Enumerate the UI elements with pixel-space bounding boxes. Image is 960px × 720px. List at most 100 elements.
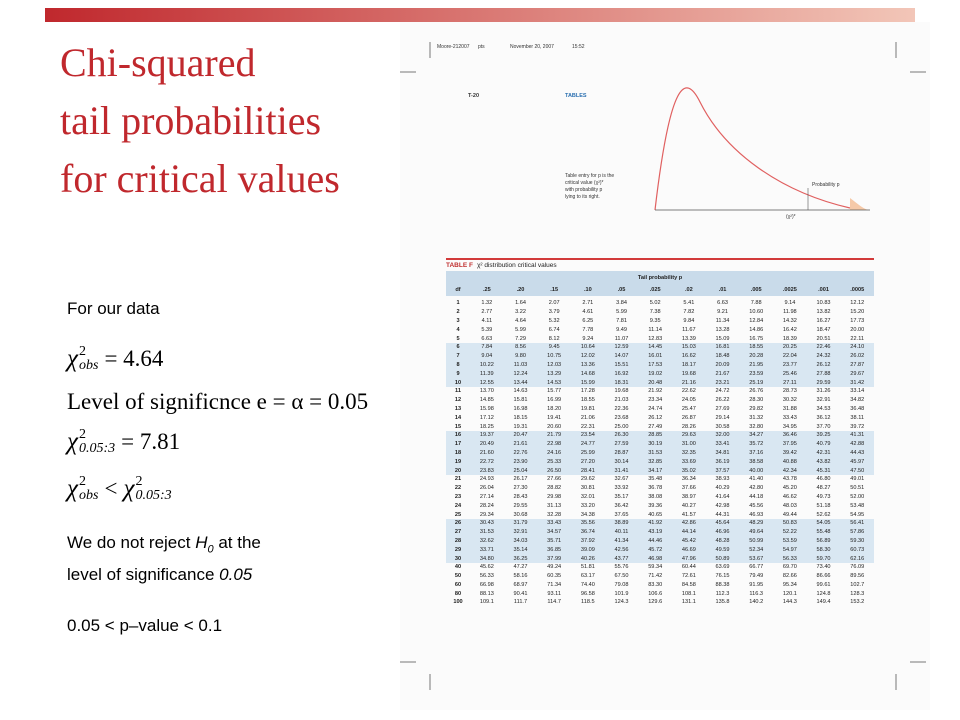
table-cell: 37.66 — [681, 485, 696, 492]
table-cell: 27.59 — [614, 441, 629, 448]
table-cell: 43.19 — [648, 529, 663, 536]
table-cell: 9.35 — [649, 317, 661, 324]
df-cell: 21 — [454, 476, 462, 483]
table-cell: 34.27 — [749, 432, 764, 439]
column-header: .05 — [617, 287, 626, 293]
table-cell: 20.09 — [715, 361, 730, 368]
table-cell: 36.34 — [681, 476, 696, 483]
table-cell: 109.1 — [479, 599, 494, 606]
table-cell: 25.00 — [614, 423, 629, 430]
running-head: November 20, 2007 — [510, 44, 554, 50]
table-cell: 67.50 — [614, 573, 629, 580]
table-cell: 25.47 — [681, 405, 696, 412]
table-row: 23 27.14 28.43 29.98 32.01 35.17 38.08 38.97 41.… — [446, 493, 874, 502]
table-cell: 39.25 — [816, 432, 831, 439]
df-cell: 27 — [454, 529, 462, 536]
table-cell: 124.8 — [816, 590, 831, 597]
table-row: 20 23.83 25.04 26.50 28.41 31.41 34.17 35.02 37.… — [446, 466, 874, 475]
table-cell: 32.85 — [648, 458, 663, 465]
table-row: 8 10.22 11.03 12.03 13.36 15.51 17.53 18.17 20.0… — [446, 360, 874, 370]
table-cell: 46.96 — [715, 529, 730, 536]
table-cell: 27.87 — [850, 361, 865, 368]
table-cell: 38.08 — [648, 493, 663, 500]
table-cell: 24.16 — [547, 449, 562, 456]
df-cell: 14 — [454, 414, 462, 421]
table-cell: 12.12 — [850, 300, 865, 307]
table-cell: 28.87 — [614, 449, 629, 456]
table-cell: 21.06 — [580, 414, 595, 421]
table-cell: 35.56 — [580, 520, 595, 527]
df-cell: 1 — [456, 300, 460, 307]
table-cell: 29.98 — [547, 493, 562, 500]
table-cell: 124.3 — [614, 599, 629, 606]
table-cell: 33.43 — [547, 520, 562, 527]
table-cell: 29.14 — [715, 414, 730, 421]
sup: 2 — [79, 427, 86, 442]
table-cell: 43.78 — [782, 476, 797, 483]
table-cell: 44.46 — [648, 537, 663, 544]
table-cell: 13.44 — [513, 379, 528, 386]
table-cell: 12.03 — [547, 361, 562, 368]
table-cell: 5.39 — [481, 326, 493, 333]
table-cell: 37.99 — [547, 555, 562, 562]
table-cell: 76.15 — [715, 573, 730, 580]
table-cell: 28.82 — [547, 485, 562, 492]
table-cell: 7.88 — [750, 300, 762, 307]
text: We do not reject — [67, 533, 196, 552]
table-cell: 46.62 — [782, 493, 797, 500]
table-cell: 32.91 — [513, 529, 528, 536]
table-cell: 40.29 — [715, 485, 730, 492]
p-value: 0.05 < p–value < 0.1 — [67, 616, 223, 635]
table-cell: 10.60 — [749, 309, 764, 316]
table-cell: 31.42 — [850, 379, 865, 386]
title-line: tail probabilities — [60, 98, 322, 143]
column-header: .01 — [718, 287, 727, 293]
table-cell: 19.41 — [547, 414, 562, 421]
table-cell: 22.36 — [614, 405, 629, 412]
table-cell: 62.16 — [850, 555, 865, 562]
table-cell: 27.69 — [715, 405, 730, 412]
table-cell: 34.53 — [816, 405, 831, 412]
table-row: 29 33.71 35.14 36.85 39.09 42.56 45.72 46.69 49.… — [446, 545, 874, 555]
table-cell: 13.28 — [715, 326, 730, 333]
formula: χ 2 0.05:3 = 7.81 — [67, 425, 180, 459]
table-cell: 11.14 — [648, 326, 662, 333]
table-cell: 15.77 — [547, 388, 562, 395]
table-cell: 29.82 — [749, 405, 764, 412]
table-cell: 82.66 — [782, 573, 797, 580]
table-cell: 56.33 — [782, 555, 797, 562]
table-cell: 19.68 — [681, 370, 696, 377]
table-cell: 7.84 — [481, 344, 493, 351]
table-cell: 34.80 — [479, 555, 494, 562]
table-cell: 36.74 — [580, 529, 595, 536]
table-cell: 26.12 — [648, 414, 663, 421]
df-cell: 25 — [454, 511, 462, 518]
table-cell: 42.86 — [681, 520, 696, 527]
table-cell: 7.29 — [515, 335, 526, 342]
table-cell: 91.95 — [749, 581, 764, 588]
table-cell: 44.18 — [749, 493, 764, 500]
table-cell: 48.27 — [816, 485, 831, 492]
table-cell: 19.31 — [513, 423, 528, 430]
df-cell: 6 — [456, 344, 460, 351]
table-cell: 26.76 — [749, 388, 764, 395]
table-cell: 71.34 — [547, 581, 562, 588]
df-cell: 50 — [454, 573, 462, 580]
table-cell: 45.56 — [749, 502, 764, 509]
table-cell: 8.56 — [515, 344, 526, 351]
figure-x: (χ²)* — [786, 214, 796, 220]
table-cell: 10.64 — [580, 344, 595, 351]
table-cell: 20.28 — [749, 353, 764, 360]
table-cell: 24.10 — [850, 344, 865, 351]
df-cell: 19 — [454, 458, 462, 465]
table-cell: 24.74 — [648, 405, 663, 412]
table-cell: 20.48 — [648, 379, 663, 386]
table-cell: 14.53 — [547, 379, 562, 386]
table-cell: 20.60 — [547, 423, 562, 430]
table-cell: 25.33 — [547, 458, 562, 465]
table-cell: 53.48 — [850, 502, 865, 509]
table-cell: 5.02 — [649, 300, 661, 307]
table-cell: 111.7 — [513, 599, 528, 606]
table-cell: 16.42 — [782, 326, 797, 333]
table-cell: 15.03 — [681, 344, 696, 351]
